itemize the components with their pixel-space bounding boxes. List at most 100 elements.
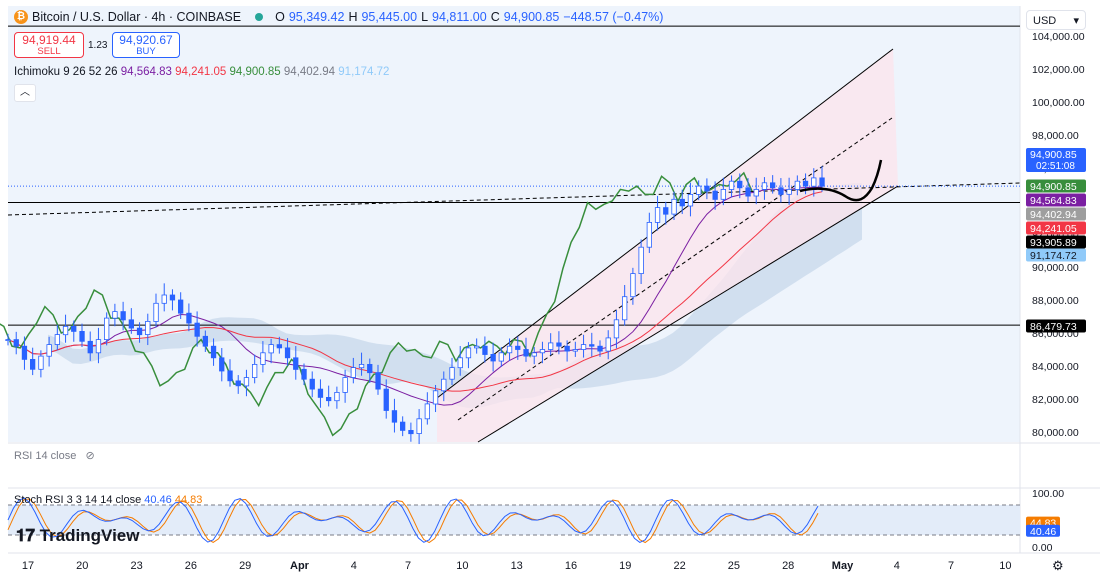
price-tick-label: 100,000.00	[1032, 97, 1085, 109]
candle-body	[761, 182, 768, 190]
projection-drawing[interactable]	[799, 159, 883, 202]
candle-body	[441, 378, 447, 392]
candle-body	[523, 349, 529, 357]
logo-text: TradingView	[39, 526, 140, 545]
ichimoku-legend[interactable]: Ichimoku 9 26 52 26 94,564.83 94,241.05 …	[14, 66, 389, 78]
price-label-box	[1026, 319, 1086, 333]
candle-body	[654, 207, 661, 223]
stoch-k-line	[7, 497, 819, 543]
candle-body	[753, 188, 759, 197]
candle-body	[424, 403, 431, 420]
tradingview-logo: 𝟏𝟕 TradingView	[16, 526, 139, 546]
candle-body	[358, 363, 365, 369]
candle-body	[663, 207, 669, 215]
channel-lower-line	[477, 185, 899, 443]
trend-line	[7, 182, 1021, 216]
ichimoku-conversion-value: 94,564.83	[120, 66, 172, 78]
time-tick-label: 10	[999, 560, 1011, 572]
eye-off-icon[interactable]: ⊘	[85, 450, 95, 462]
time-tick-label: 26	[185, 560, 197, 572]
candle-body	[399, 421, 406, 431]
candle-body	[293, 357, 299, 370]
time-tick-label: 25	[728, 560, 740, 572]
candle-body	[87, 340, 93, 354]
projection-curve	[799, 159, 883, 202]
candle-body	[539, 349, 546, 354]
candle-body	[646, 221, 652, 248]
candle-body	[202, 335, 209, 347]
stoch-rsi-legend[interactable]: Stoch RSI 3 3 14 14 close 40.46 44.83	[14, 494, 202, 506]
candle-body	[720, 188, 726, 200]
conversion-line	[7, 186, 823, 406]
candle-body	[350, 367, 357, 378]
gear-icon[interactable]: ⚙	[1052, 558, 1064, 573]
open-value: 95,349.42	[288, 10, 345, 24]
candle-body	[13, 339, 19, 347]
price-label-text: 94,900.85	[1030, 149, 1077, 161]
symbol-header[interactable]: ₿ Bitcoin / U.S. Dollar · 4h · COINBASE …	[14, 10, 663, 24]
sell-button[interactable]: 94,919.44 SELL	[14, 32, 84, 58]
candle-body	[161, 294, 167, 304]
stoch-k-label: 40.46	[1030, 526, 1056, 538]
candle-body	[54, 334, 60, 345]
candle-body	[622, 296, 628, 321]
price-label-text: 91,174.72	[1030, 250, 1077, 262]
candle-body	[802, 180, 809, 187]
low-label: L	[421, 10, 429, 24]
price-label-text: 94,564.83	[1030, 195, 1077, 207]
candle-body	[737, 180, 743, 189]
candle-body	[235, 380, 241, 387]
time-tick-label: 19	[619, 560, 631, 572]
currency-value: USD	[1033, 15, 1057, 27]
price-label-box	[1026, 248, 1086, 262]
price-labels: 94,900.8502:51:0894,900.8594,564.8394,40…	[1026, 148, 1086, 333]
collapse-legend-button[interactable]: ︿	[14, 84, 36, 102]
low-value: 94,811.00	[432, 10, 487, 24]
chevron-up-icon: ︿	[20, 87, 30, 98]
candle-body	[210, 345, 217, 359]
candle-body	[367, 363, 373, 374]
candle-body	[309, 378, 315, 390]
candle-body	[432, 390, 439, 405]
time-tick-label: 16	[565, 560, 577, 572]
price-tick-label: 102,000.00	[1032, 64, 1085, 76]
price-label-box	[1026, 235, 1086, 249]
candle-body	[556, 342, 562, 347]
candle-body	[325, 396, 332, 402]
candle-body	[580, 344, 587, 350]
price-tick-label: 90,000.00	[1032, 262, 1079, 274]
candle-body	[136, 327, 143, 336]
stoch-tick-label: 100.00	[1032, 488, 1064, 500]
stoch-d-value: 44.83	[174, 494, 203, 506]
stoch-band	[8, 505, 1020, 535]
candle-body	[490, 353, 496, 362]
candle-body	[457, 357, 463, 369]
currency-select[interactable]: USD ▾	[1026, 10, 1086, 30]
ichimoku-cloud	[48, 183, 862, 409]
candle-body	[449, 367, 455, 380]
symbol-title[interactable]: Bitcoin / U.S. Dollar · 4h · COINBASE	[32, 10, 242, 24]
ichimoku-name: Ichimoku 9 26 52 26	[14, 66, 118, 78]
high-value: 95,445.00	[361, 10, 418, 24]
candle-body	[679, 198, 685, 207]
candle-body	[728, 180, 735, 190]
horizontal-levels[interactable]	[8, 25, 1020, 326]
price-tick-label: 88,000.00	[1032, 295, 1079, 307]
rsi-legend[interactable]: RSI 14 close ⊘	[14, 449, 95, 462]
buy-button[interactable]: 94,920.67 BUY	[112, 32, 180, 58]
candle-body	[712, 190, 718, 200]
spread-value: 1.23	[88, 40, 108, 51]
candle-body	[153, 302, 159, 322]
price-tick-label: 84,000.00	[1032, 361, 1079, 373]
candle-body	[317, 388, 324, 398]
change-value: −448.57 (−0.47%)	[563, 10, 664, 24]
price-label-box	[1026, 179, 1086, 193]
time-axis[interactable]: 17 20 23 26 29 Apr 4 7 10 13 16 19 22 25 28 May 4 7 10	[22, 560, 1012, 572]
candle-body	[482, 345, 488, 355]
bitcoin-icon: ₿	[14, 10, 28, 24]
price-label-text: 94,402.94	[1030, 209, 1077, 221]
candle-body	[128, 319, 135, 329]
candle-body	[506, 345, 513, 354]
